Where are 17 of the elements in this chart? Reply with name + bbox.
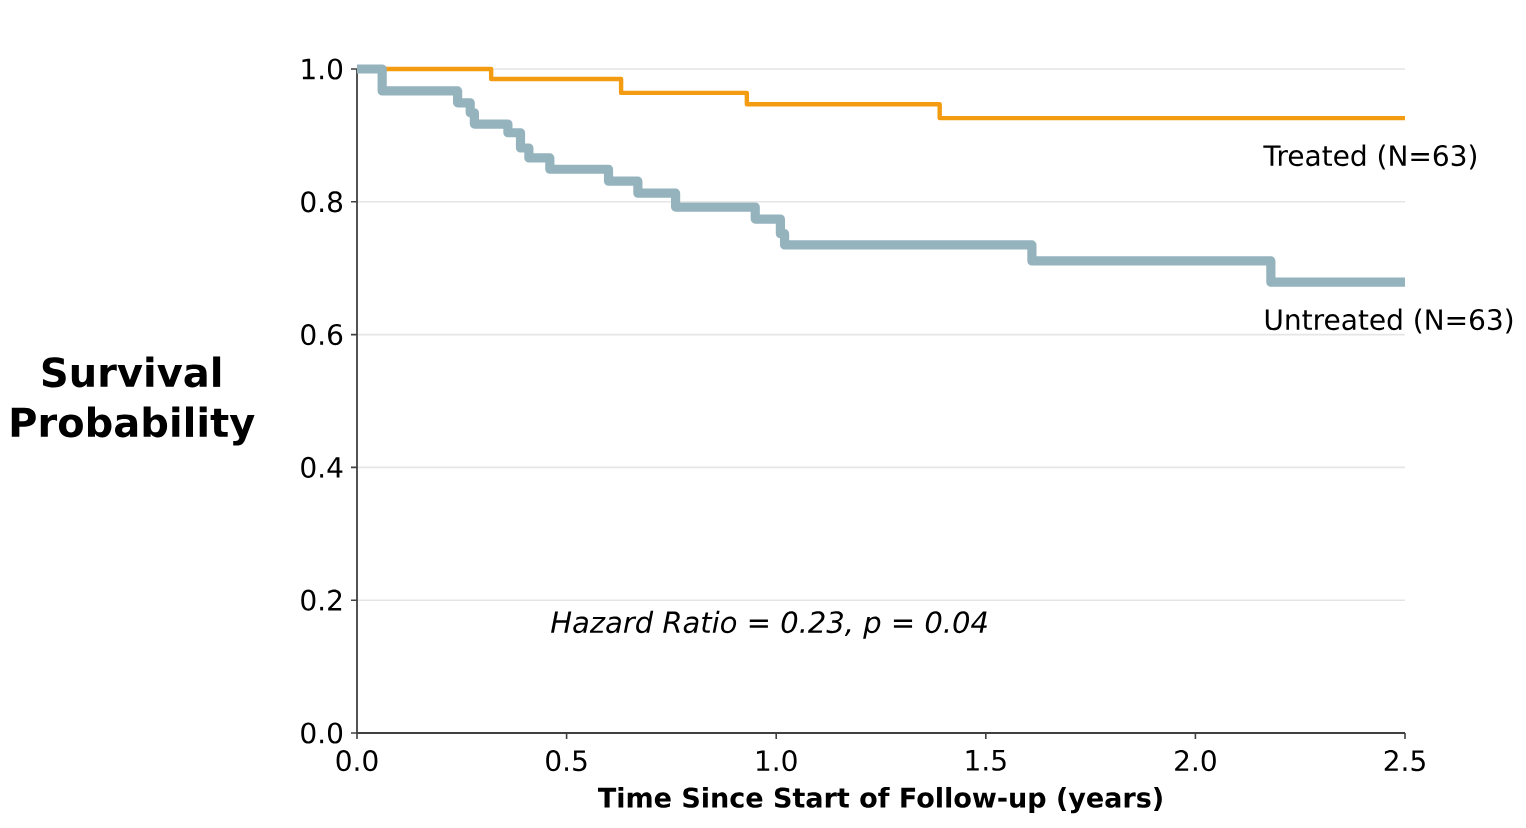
x-tick-label: 0.5 [546, 750, 587, 772]
y-axis-title: Survival Probability [11, 356, 255, 446]
x-tick-label: 2.0 [1175, 750, 1216, 772]
y-tick-label: 0.6 [301, 323, 343, 346]
x-tick-label: 0.0 [336, 750, 378, 772]
y-tick-label: 0.0 [301, 722, 343, 744]
series-label: Untreated (N=63) [1265, 308, 1513, 334]
x-axis-title: Time Since Start of Follow-up (years) [597, 786, 1162, 814]
y-tick-label: 0.2 [301, 589, 342, 611]
y-tick-label: 0.8 [301, 191, 343, 213]
x-tick-label: 2.5 [1384, 750, 1425, 772]
y-tick-label: 0.4 [301, 456, 343, 478]
x-tick-label: 1.0 [757, 750, 797, 772]
x-tick-label: 1.5 [966, 750, 1006, 771]
annotation: Hazard Ratio = 0.23, p = 0.04 [551, 610, 987, 639]
y-tick-label: 1.0 [302, 58, 343, 80]
series-label: Treated (N=63) [1263, 144, 1476, 170]
